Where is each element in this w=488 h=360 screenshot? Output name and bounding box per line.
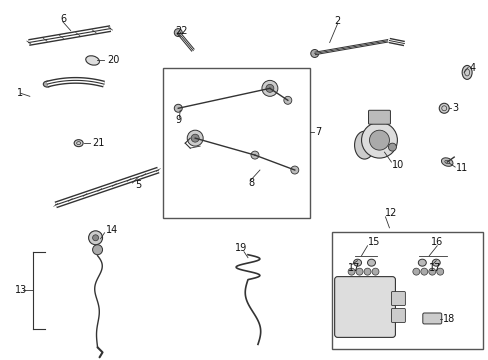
Circle shape <box>191 134 199 142</box>
Circle shape <box>290 166 298 174</box>
Circle shape <box>250 151 259 159</box>
Text: 22: 22 <box>175 26 187 36</box>
Text: 15: 15 <box>367 237 379 247</box>
Text: 18: 18 <box>442 314 454 324</box>
Circle shape <box>387 143 396 151</box>
Text: 1: 1 <box>17 88 23 98</box>
Text: 17: 17 <box>347 263 359 273</box>
Text: 12: 12 <box>384 208 396 218</box>
Circle shape <box>355 268 362 275</box>
Ellipse shape <box>431 259 439 266</box>
Text: 6: 6 <box>61 14 67 24</box>
Text: 19: 19 <box>235 243 247 253</box>
Ellipse shape <box>417 259 426 266</box>
Text: 11: 11 <box>455 163 468 173</box>
Circle shape <box>361 122 397 158</box>
Text: 16: 16 <box>430 237 443 247</box>
Circle shape <box>369 130 388 150</box>
Circle shape <box>262 80 277 96</box>
Circle shape <box>371 268 378 275</box>
Circle shape <box>265 84 273 92</box>
Bar <box>331 232 482 349</box>
Circle shape <box>92 245 102 255</box>
Circle shape <box>420 268 427 275</box>
Text: 20: 20 <box>107 55 120 66</box>
Circle shape <box>92 235 99 241</box>
Circle shape <box>310 50 318 58</box>
Circle shape <box>283 96 291 104</box>
Ellipse shape <box>367 259 375 266</box>
Ellipse shape <box>461 66 471 80</box>
Text: 3: 3 <box>451 103 457 113</box>
Ellipse shape <box>74 140 83 147</box>
Text: 7: 7 <box>314 127 320 137</box>
FancyBboxPatch shape <box>390 292 405 306</box>
Text: 21: 21 <box>92 138 105 148</box>
FancyBboxPatch shape <box>422 313 441 324</box>
Circle shape <box>347 268 354 275</box>
FancyBboxPatch shape <box>334 276 395 337</box>
Text: 14: 14 <box>105 225 118 235</box>
Text: 9: 9 <box>175 115 181 125</box>
Text: 4: 4 <box>468 63 474 73</box>
Ellipse shape <box>43 81 51 87</box>
FancyBboxPatch shape <box>368 110 389 124</box>
Circle shape <box>412 268 419 275</box>
Ellipse shape <box>438 103 448 113</box>
Ellipse shape <box>85 56 99 65</box>
Circle shape <box>363 268 370 275</box>
Circle shape <box>187 130 203 146</box>
FancyBboxPatch shape <box>390 309 405 323</box>
Ellipse shape <box>354 131 374 159</box>
Ellipse shape <box>441 158 452 166</box>
Text: 10: 10 <box>392 160 404 170</box>
Text: 17: 17 <box>428 263 441 273</box>
Text: 8: 8 <box>247 178 254 188</box>
Circle shape <box>174 28 182 37</box>
Text: 2: 2 <box>334 15 340 26</box>
Circle shape <box>428 268 435 275</box>
Circle shape <box>436 268 443 275</box>
Ellipse shape <box>353 259 361 266</box>
Text: 13: 13 <box>15 284 27 294</box>
Bar <box>163 68 309 218</box>
Circle shape <box>88 231 102 245</box>
Text: 5: 5 <box>135 180 142 190</box>
Circle shape <box>174 104 182 112</box>
